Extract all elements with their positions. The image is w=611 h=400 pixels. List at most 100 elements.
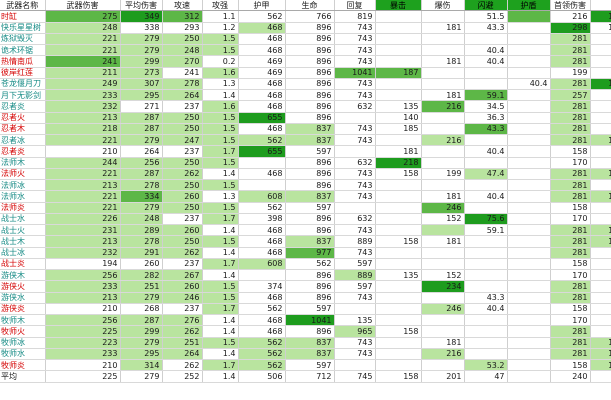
stat-cell[interactable] (464, 269, 508, 282)
stat-cell[interactable]: 374 (238, 280, 286, 293)
stat-cell[interactable]: 43.3 (464, 22, 508, 34)
stat-cell[interactable]: 872 (590, 89, 611, 102)
stat-cell[interactable] (507, 33, 551, 46)
stat-cell[interactable]: 40.4 (507, 78, 551, 91)
stat-cell[interactable] (375, 22, 422, 34)
weapon-name-cell[interactable]: 忍者木 (0, 123, 46, 136)
stat-cell[interactable]: 293 (162, 22, 203, 34)
weapon-name-cell[interactable]: 游侠水 (0, 292, 46, 304)
stat-cell[interactable]: 1.5 (202, 292, 239, 304)
stat-cell[interactable]: 281 (550, 134, 591, 147)
stat-cell[interactable]: 1.5 (202, 33, 239, 46)
stat-cell[interactable]: 299 (120, 325, 163, 338)
stat-cell[interactable]: 281 (550, 337, 591, 349)
stat-cell[interactable]: 260 (162, 190, 203, 203)
stat-cell[interactable] (507, 213, 551, 226)
stat-cell[interactable] (590, 314, 611, 327)
stat-cell[interactable] (590, 269, 611, 282)
stat-cell[interactable]: 1047 (590, 168, 611, 181)
stat-cell[interactable]: 1.7 (202, 258, 239, 271)
stat-cell[interactable]: 1.2 (202, 22, 239, 34)
stat-cell[interactable]: 1.5 (202, 179, 239, 192)
stat-cell[interactable]: 260 (162, 280, 203, 293)
stat-cell[interactable] (421, 359, 465, 372)
stat-cell[interactable]: 307 (120, 78, 163, 91)
stat-cell[interactable] (507, 337, 551, 349)
stat-cell[interactable]: 221 (45, 44, 121, 57)
stat-cell[interactable]: 1047 (590, 235, 611, 248)
stat-cell[interactable]: 872 (590, 67, 611, 79)
stat-cell[interactable]: 185 (375, 123, 422, 136)
stat-cell[interactable]: 256 (120, 157, 163, 169)
stat-cell[interactable]: 232 (45, 100, 121, 113)
stat-cell[interactable] (421, 292, 465, 304)
stat-cell[interactable]: 281 (550, 292, 591, 304)
stat-cell[interactable]: 250 (162, 112, 203, 124)
column-header[interactable]: 护盾 (507, 0, 551, 12)
stat-cell[interactable]: 223 (45, 337, 121, 349)
stat-cell[interactable]: 872 (590, 55, 611, 68)
stat-cell[interactable]: 1088 (590, 359, 611, 372)
stat-cell[interactable]: 837 (285, 337, 335, 349)
stat-cell[interactable] (507, 247, 551, 259)
stat-cell[interactable]: 278 (120, 235, 163, 248)
stat-cell[interactable]: 1.4 (202, 314, 239, 327)
stat-cell[interactable]: 181 (421, 337, 465, 349)
stat-cell[interactable]: 314 (120, 359, 163, 372)
stat-cell[interactable]: 225 (45, 325, 121, 338)
stat-cell[interactable] (464, 67, 508, 79)
stat-cell[interactable] (421, 112, 465, 124)
stat-cell[interactable]: 872 (590, 33, 611, 46)
stat-cell[interactable]: 1047 (590, 22, 611, 34)
stat-cell[interactable]: 889 (334, 269, 376, 282)
stat-cell[interactable]: 170 (550, 269, 591, 282)
stat-cell[interactable]: 743 (334, 292, 376, 304)
weapon-name-cell[interactable]: 牧师木 (0, 314, 46, 327)
stat-cell[interactable]: 896 (285, 168, 335, 181)
stat-cell[interactable]: 233 (45, 89, 121, 102)
stat-cell[interactable]: 40.4 (464, 190, 508, 203)
stat-cell[interactable]: 281 (550, 123, 591, 136)
stat-cell[interactable]: 278 (162, 78, 203, 91)
stat-cell[interactable] (421, 224, 465, 237)
stat-cell[interactable]: 248 (45, 22, 121, 34)
stat-cell[interactable] (334, 202, 376, 214)
stat-cell[interactable] (334, 145, 376, 158)
stat-cell[interactable]: 271 (120, 100, 163, 113)
stat-cell[interactable]: 250 (162, 235, 203, 248)
stat-cell[interactable]: 398 (238, 213, 286, 226)
stat-cell[interactable]: 291 (120, 247, 163, 259)
stat-cell[interactable]: 59.1 (464, 89, 508, 102)
stat-cell[interactable]: 1.5 (202, 337, 239, 349)
stat-cell[interactable]: 562 (238, 337, 286, 349)
stat-cell[interactable] (590, 258, 611, 271)
stat-cell[interactable] (507, 100, 551, 113)
stat-cell[interactable]: 1223 (590, 78, 611, 91)
weapon-name-cell[interactable]: 游侠炎 (0, 303, 46, 316)
stat-cell[interactable]: 158 (375, 325, 422, 338)
stat-cell[interactable]: 837 (285, 348, 335, 361)
stat-cell[interactable]: 334 (120, 190, 163, 203)
stat-cell[interactable]: 1.5 (202, 134, 239, 147)
stat-cell[interactable]: 187 (375, 67, 422, 79)
stat-cell[interactable]: 896 (285, 67, 335, 79)
stat-cell[interactable] (375, 190, 422, 203)
stat-cell[interactable]: 468 (238, 22, 286, 34)
stat-cell[interactable]: 896 (285, 100, 335, 113)
stat-cell[interactable]: 281 (550, 348, 591, 361)
stat-cell[interactable] (421, 179, 465, 192)
stat-cell[interactable]: 766 (285, 10, 335, 23)
average-cell[interactable]: 745 (334, 370, 376, 383)
stat-cell[interactable]: 40.4 (464, 303, 508, 316)
stat-cell[interactable] (421, 78, 465, 91)
stat-cell[interactable] (464, 134, 508, 147)
stat-cell[interactable] (375, 258, 422, 271)
stat-cell[interactable]: 837 (285, 123, 335, 136)
weapon-name-cell[interactable]: 忍者冰 (0, 134, 46, 147)
stat-cell[interactable]: 1.6 (202, 67, 239, 79)
stat-cell[interactable]: 40.4 (464, 55, 508, 68)
stat-cell[interactable]: 1.7 (202, 303, 239, 316)
stat-cell[interactable]: 896 (285, 55, 335, 68)
stat-cell[interactable] (464, 258, 508, 271)
stat-cell[interactable] (238, 269, 286, 282)
